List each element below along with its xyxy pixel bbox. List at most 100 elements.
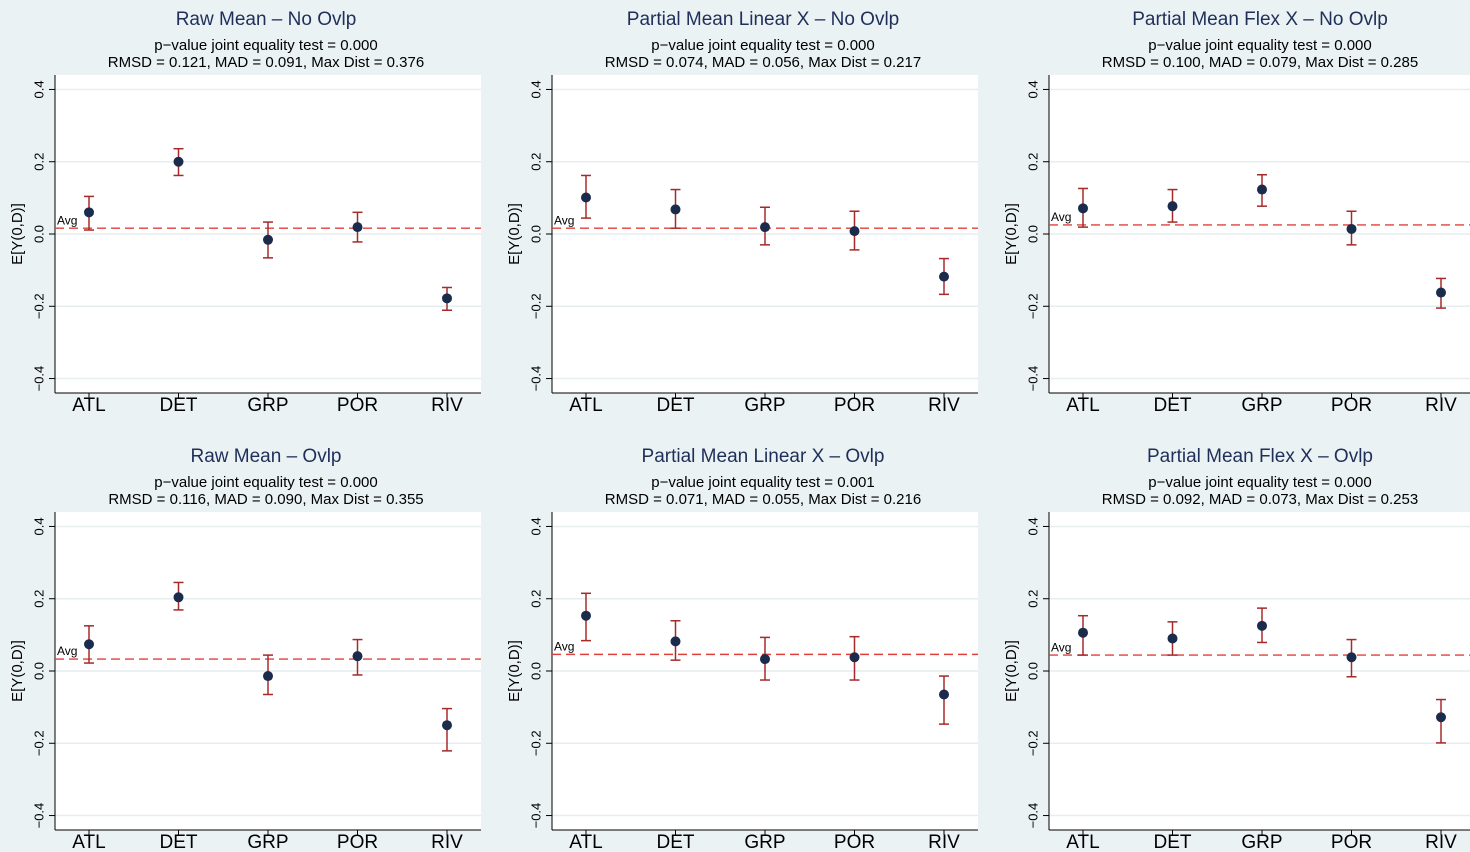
chart-title: Raw Mean – Ovlp (190, 446, 341, 467)
point (581, 610, 591, 621)
point (84, 639, 94, 650)
point (1078, 203, 1088, 214)
x-tick-label: DET (160, 832, 198, 852)
x-tick-label: ATL (1066, 395, 1099, 416)
chart-title: Partial Mean Flex X – No Ovlp (1132, 9, 1388, 30)
x-tick-label: RIV (928, 832, 960, 852)
point (1078, 627, 1088, 638)
avg-label: Avg (554, 640, 574, 654)
y-tick-label: −0.4 (31, 803, 46, 829)
subtitle: RMSD = 0.071, MAD = 0.055, Max Dist = 0.… (605, 491, 921, 508)
y-axis-label: E[Y(0,D)] (506, 203, 523, 265)
y-axis-label: E[Y(0,D)] (1003, 640, 1020, 702)
x-tick-label: GRP (247, 832, 288, 852)
y-axis-label: E[Y(0,D)] (1003, 203, 1020, 265)
subtitle: RMSD = 0.074, MAD = 0.056, Max Dist = 0.… (605, 54, 921, 71)
point (760, 654, 770, 665)
avg-label: Avg (554, 213, 574, 227)
point (1257, 184, 1267, 195)
point (263, 234, 273, 245)
x-tick-label: GRP (1241, 395, 1282, 416)
avg-label: Avg (1051, 640, 1071, 654)
chart-title: Partial Mean Flex X – Ovlp (1147, 446, 1373, 467)
avg-label: Avg (57, 644, 77, 658)
point (670, 636, 681, 647)
x-tick-label: DET (657, 832, 695, 852)
x-tick-label: ATL (72, 832, 105, 852)
y-tick-label: 0.4 (31, 80, 46, 98)
subtitle: p−value joint equality test = 0.000 (1148, 474, 1372, 491)
x-tick-label: GRP (744, 395, 785, 416)
x-tick-label: POR (1331, 395, 1372, 416)
x-tick-label: ATL (1066, 832, 1099, 852)
subtitle: RMSD = 0.092, MAD = 0.073, Max Dist = 0.… (1102, 491, 1418, 508)
avg-label: Avg (57, 213, 77, 227)
point (263, 671, 273, 682)
x-tick-label: ATL (72, 395, 105, 416)
x-tick-label: ATL (569, 395, 602, 416)
point (760, 222, 770, 233)
y-tick-label: −0.2 (31, 293, 46, 319)
y-tick-label: 0.0 (1025, 662, 1040, 680)
y-tick-label: 0.0 (528, 662, 543, 680)
point (442, 293, 452, 304)
chart-title: Partial Mean Linear X – Ovlp (642, 446, 885, 467)
avg-label: Avg (1051, 210, 1071, 224)
point (442, 720, 452, 731)
y-tick-label: −0.2 (528, 293, 543, 319)
x-tick-label: RIV (928, 395, 960, 416)
y-tick-label: 0.4 (1025, 517, 1040, 535)
subtitle: p−value joint equality test = 0.000 (154, 474, 378, 491)
point (1167, 201, 1178, 212)
x-tick-label: RIV (1425, 395, 1457, 416)
x-tick-label: DET (1154, 832, 1192, 852)
x-tick-label: RIV (431, 832, 463, 852)
y-tick-label: 0.0 (31, 662, 46, 680)
y-tick-label: 0.2 (528, 590, 543, 608)
y-tick-label: 0.4 (528, 80, 543, 98)
point (84, 207, 94, 218)
y-tick-label: 0.2 (31, 153, 46, 171)
x-tick-label: POR (337, 832, 378, 852)
x-tick-label: GRP (744, 832, 785, 852)
point (173, 156, 184, 167)
subtitle: p−value joint equality test = 0.000 (651, 37, 875, 54)
y-tick-label: 0.4 (528, 517, 543, 535)
point (849, 652, 860, 663)
y-axis-label: E[Y(0,D)] (9, 203, 26, 265)
x-tick-label: RIV (1425, 832, 1457, 852)
x-tick-label: DET (160, 395, 198, 416)
y-tick-label: −0.2 (31, 730, 46, 756)
y-tick-label: 0.2 (1025, 590, 1040, 608)
chart-title: Raw Mean – No Ovlp (176, 9, 357, 30)
point (849, 226, 860, 237)
y-tick-label: 0.2 (528, 153, 543, 171)
point (352, 222, 363, 233)
x-tick-label: POR (1331, 832, 1372, 852)
y-tick-label: −0.2 (1025, 730, 1040, 756)
subtitle: p−value joint equality test = 0.000 (154, 37, 378, 54)
x-tick-label: GRP (247, 395, 288, 416)
y-tick-label: 0.0 (528, 225, 543, 243)
y-tick-label: 0.0 (1025, 225, 1040, 243)
x-tick-label: POR (834, 832, 875, 852)
point (581, 192, 591, 203)
y-tick-label: 0.0 (31, 225, 46, 243)
y-tick-label: −0.4 (528, 366, 543, 392)
point (1346, 223, 1357, 234)
point (939, 271, 949, 282)
x-tick-label: GRP (1241, 832, 1282, 852)
x-tick-label: RIV (431, 395, 463, 416)
y-tick-label: 0.2 (1025, 153, 1040, 171)
subtitle: RMSD = 0.100, MAD = 0.079, Max Dist = 0.… (1102, 54, 1418, 71)
y-tick-label: −0.4 (528, 803, 543, 829)
y-tick-label: −0.4 (1025, 366, 1040, 392)
x-tick-label: POR (834, 395, 875, 416)
point (1346, 652, 1357, 663)
y-tick-label: −0.4 (31, 366, 46, 392)
subtitle: RMSD = 0.116, MAD = 0.090, Max Dist = 0.… (108, 491, 423, 508)
x-tick-label: ATL (569, 832, 602, 852)
point (939, 689, 949, 700)
point (352, 651, 363, 662)
